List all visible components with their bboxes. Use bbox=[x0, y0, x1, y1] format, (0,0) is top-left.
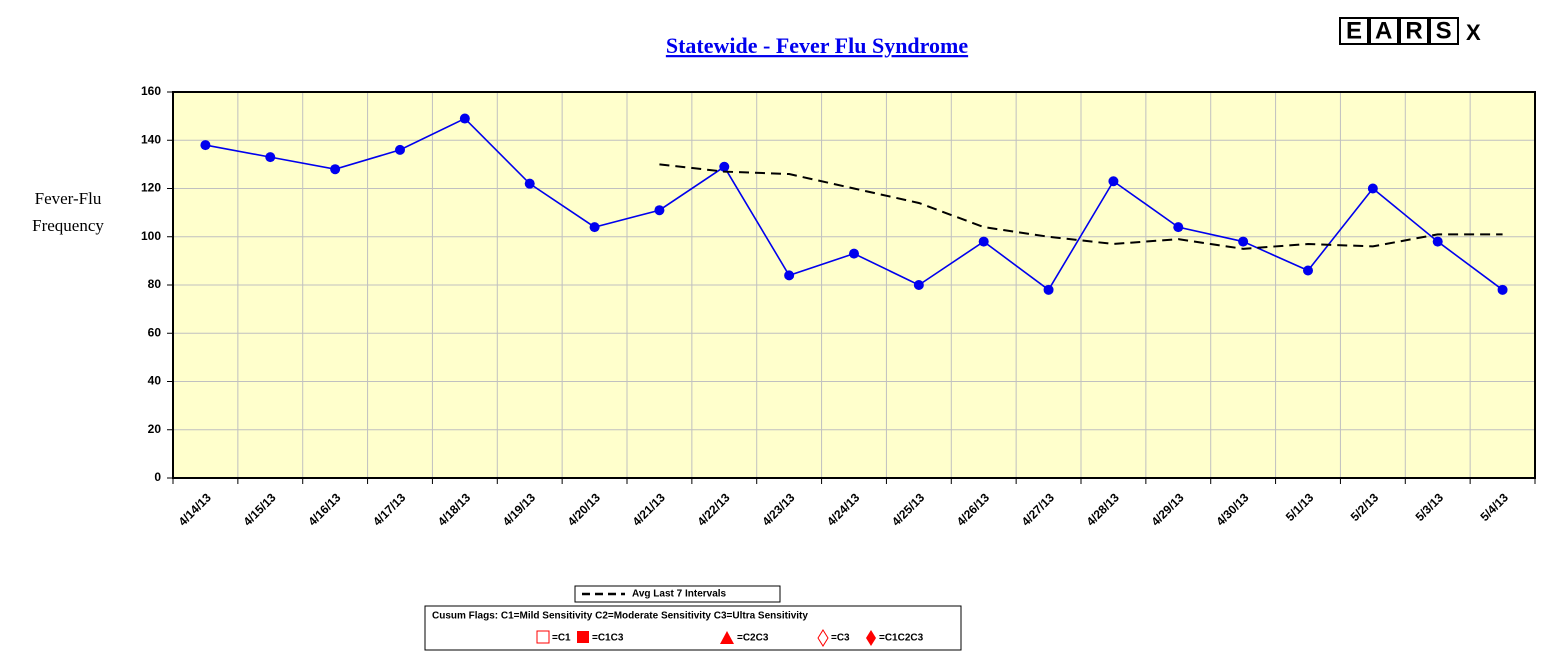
data-point bbox=[330, 164, 341, 175]
data-point bbox=[1367, 183, 1378, 194]
logo-box bbox=[1399, 17, 1429, 45]
x-tick-label: 4/15/13 bbox=[240, 490, 278, 528]
x-tick-label: 4/29/13 bbox=[1148, 490, 1186, 528]
legend-box bbox=[574, 585, 781, 603]
x-tick-label: 4/16/13 bbox=[305, 490, 343, 528]
x-tick-label: 4/20/13 bbox=[565, 490, 603, 528]
y-tick-label: 100 bbox=[141, 229, 161, 243]
logo-box bbox=[1429, 17, 1459, 45]
x-tick-label: 4/21/13 bbox=[630, 490, 668, 528]
legend-label: Avg Last 7 Intervals bbox=[632, 589, 727, 600]
plot-border bbox=[172, 91, 1536, 479]
y-tick-label: 20 bbox=[148, 422, 162, 436]
data-point bbox=[849, 248, 859, 259]
flag-symbol bbox=[577, 631, 589, 643]
data-point bbox=[719, 161, 730, 172]
data-point bbox=[978, 236, 989, 247]
data-point bbox=[265, 152, 276, 163]
logo: EARS X bbox=[1339, 17, 1481, 45]
x-tick-label: 4/22/13 bbox=[694, 490, 732, 528]
y-tick-label: 120 bbox=[141, 181, 161, 195]
data-point bbox=[200, 140, 211, 151]
data-point bbox=[589, 222, 600, 233]
y-tick-label: 140 bbox=[141, 132, 161, 146]
y-tick-label: 60 bbox=[148, 325, 162, 339]
data-point bbox=[1303, 265, 1313, 276]
legend-label: =C1C2C3 bbox=[879, 633, 924, 644]
x-tick-label: 4/23/13 bbox=[759, 490, 797, 528]
data-point bbox=[1238, 236, 1249, 247]
logo-box bbox=[1369, 17, 1399, 45]
chart-title: Statewide - Fever Flu Syndrome bbox=[666, 33, 968, 58]
data-point bbox=[1043, 284, 1054, 295]
logo-box bbox=[1339, 17, 1369, 45]
y-axis-label: Fever-Flu bbox=[35, 189, 102, 208]
data-point bbox=[395, 144, 405, 155]
x-tick-label: 5/4/13 bbox=[1477, 490, 1511, 524]
x-tick-label: 4/19/13 bbox=[500, 490, 538, 528]
flag-symbol bbox=[817, 629, 829, 647]
x-tick-label: 4/26/13 bbox=[954, 490, 992, 528]
data-point bbox=[1432, 236, 1443, 247]
x-tick-label: 4/14/13 bbox=[176, 490, 214, 528]
series-line bbox=[659, 163, 1503, 250]
x-tick-label: 4/17/13 bbox=[370, 490, 408, 528]
legend-label: =C2C3 bbox=[737, 633, 769, 644]
logo-suffix: X bbox=[1466, 20, 1481, 45]
y-tick-label: 160 bbox=[141, 84, 161, 98]
logo-text: EARS bbox=[1346, 17, 1465, 44]
flag-symbol bbox=[536, 630, 550, 644]
legend-label: =C1 bbox=[552, 633, 571, 644]
legend: Avg Last 7 Intervals Cusum Flags: C1=Mil… bbox=[424, 585, 962, 651]
data-point bbox=[1497, 284, 1508, 295]
data-point bbox=[1173, 222, 1184, 233]
flag-symbol bbox=[720, 631, 734, 644]
data-point bbox=[524, 178, 535, 189]
data-point bbox=[1108, 176, 1119, 187]
y-tick-label: 40 bbox=[148, 374, 162, 388]
y-tick-label: 80 bbox=[148, 277, 162, 291]
legend-heading: Cusum Flags: C1=Mild Sensitivity C2=Mode… bbox=[432, 611, 808, 622]
data-point bbox=[654, 205, 665, 216]
x-tick-label: 4/30/13 bbox=[1213, 490, 1251, 528]
data-point bbox=[913, 280, 924, 290]
legend-label: =C1C3 bbox=[592, 633, 624, 644]
x-tick-label: 4/18/13 bbox=[435, 490, 473, 528]
x-tick-label: 5/3/13 bbox=[1413, 490, 1447, 524]
flag-symbol bbox=[866, 630, 876, 646]
y-axis-label: Frequency bbox=[32, 216, 104, 235]
legend-label: =C3 bbox=[831, 633, 850, 644]
x-tick-label: 4/28/13 bbox=[1084, 490, 1122, 528]
y-tick-label: 0 bbox=[154, 470, 161, 484]
data-point bbox=[459, 113, 470, 124]
x-tick-label: 4/25/13 bbox=[889, 490, 927, 528]
x-tick-label: 4/27/13 bbox=[1019, 490, 1057, 528]
x-tick-label: 5/2/13 bbox=[1348, 490, 1382, 524]
x-tick-label: 5/1/13 bbox=[1283, 490, 1317, 524]
x-tick-label: 4/24/13 bbox=[824, 490, 862, 528]
data-point bbox=[784, 270, 795, 281]
